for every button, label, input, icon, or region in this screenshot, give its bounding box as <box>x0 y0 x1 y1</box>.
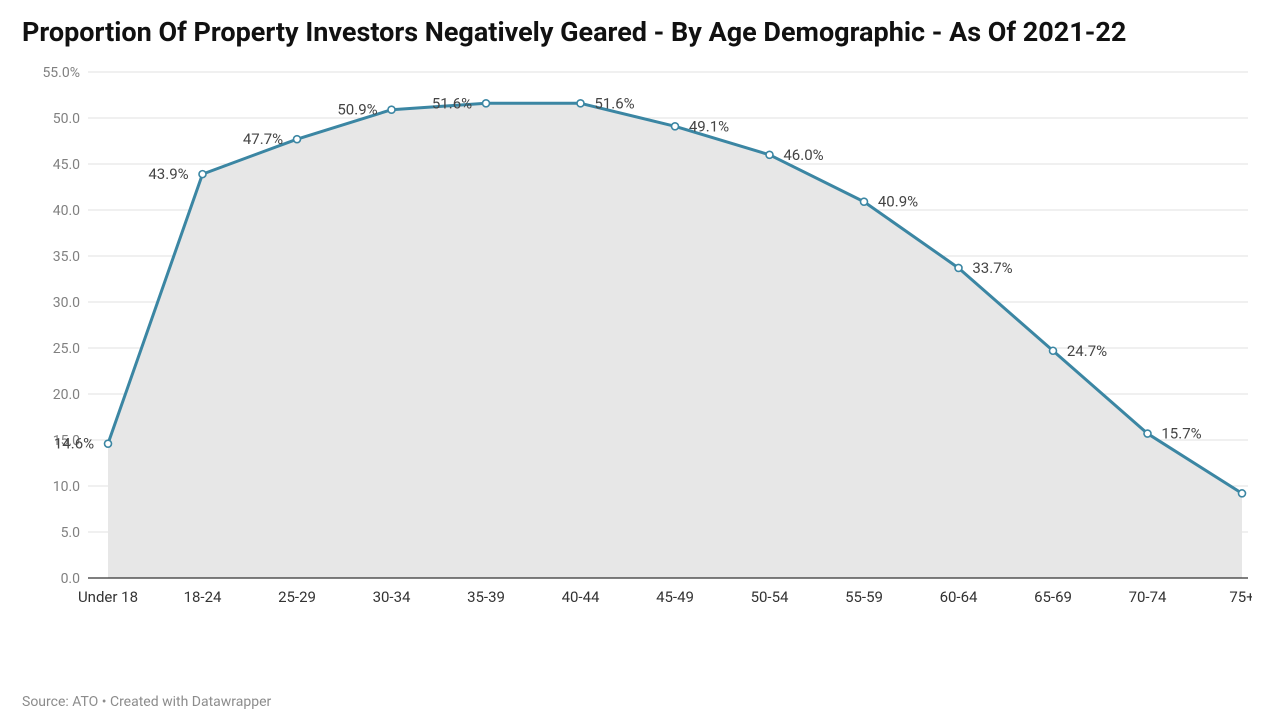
y-tick-label: 30.0 <box>53 295 80 311</box>
x-tick-label: 30-34 <box>373 588 411 606</box>
chart-source: Source: ATO • Created with Datawrapper <box>20 688 1252 710</box>
x-tick-label: 65-69 <box>1034 588 1072 606</box>
y-tick-label: 0.0 <box>61 571 81 587</box>
x-tick-label: 50-54 <box>751 588 789 606</box>
data-label: 46.0% <box>783 146 823 164</box>
y-tick-label: 40.0 <box>53 203 80 219</box>
data-label: 40.9% <box>878 192 918 210</box>
data-marker <box>1144 430 1151 437</box>
data-marker <box>577 100 584 107</box>
x-tick-label: 70-74 <box>1129 588 1167 606</box>
data-label: 15.7% <box>1161 424 1201 442</box>
data-marker <box>1239 490 1246 497</box>
x-tick-label: Under 18 <box>78 588 138 606</box>
data-marker <box>294 135 301 142</box>
data-label: 43.9% <box>148 165 188 183</box>
x-tick-label: 18-24 <box>184 588 222 606</box>
y-tick-label: 55.0% <box>42 65 80 81</box>
data-marker <box>388 106 395 113</box>
series-area-fill <box>108 103 1242 578</box>
line-chart-svg: 0.05.010.015.020.025.030.035.040.045.050… <box>20 58 1252 618</box>
y-tick-label: 5.0 <box>61 525 81 541</box>
data-marker <box>861 198 868 205</box>
chart-title: Proportion Of Property Investors Negativ… <box>20 16 1252 50</box>
y-tick-label: 50.0 <box>53 111 80 127</box>
x-tick-label: 60-64 <box>940 588 978 606</box>
data-label: 49.1% <box>689 117 729 135</box>
y-tick-label: 10.0 <box>53 479 80 495</box>
data-label: 14.6% <box>54 434 94 452</box>
data-marker <box>672 123 679 130</box>
x-tick-label: 55-59 <box>845 588 883 606</box>
data-label: 33.7% <box>972 259 1012 277</box>
data-marker <box>1050 347 1057 354</box>
x-tick-label: 25-29 <box>278 588 316 606</box>
x-tick-label: 40-44 <box>562 588 600 606</box>
y-tick-label: 35.0 <box>53 249 80 265</box>
data-label: 24.7% <box>1067 342 1107 360</box>
y-tick-label: 25.0 <box>53 341 80 357</box>
x-tick-label: 45-49 <box>656 588 694 606</box>
data-marker <box>199 170 206 177</box>
data-marker <box>105 440 112 447</box>
data-marker <box>955 264 962 271</box>
data-marker <box>483 100 490 107</box>
y-tick-label: 45.0 <box>53 157 80 173</box>
chart-plot-wrap: 0.05.010.015.020.025.030.035.040.045.050… <box>20 58 1252 688</box>
data-marker <box>766 151 773 158</box>
chart-container: Proportion Of Property Investors Negativ… <box>0 0 1280 720</box>
y-tick-label: 20.0 <box>53 387 80 403</box>
x-tick-label: 75+ <box>1229 588 1252 606</box>
data-label: 50.9% <box>337 100 377 118</box>
data-label: 51.6% <box>432 94 472 112</box>
data-label: 47.7% <box>243 130 283 148</box>
data-label: 51.6% <box>594 94 634 112</box>
x-tick-label: 35-39 <box>467 588 505 606</box>
